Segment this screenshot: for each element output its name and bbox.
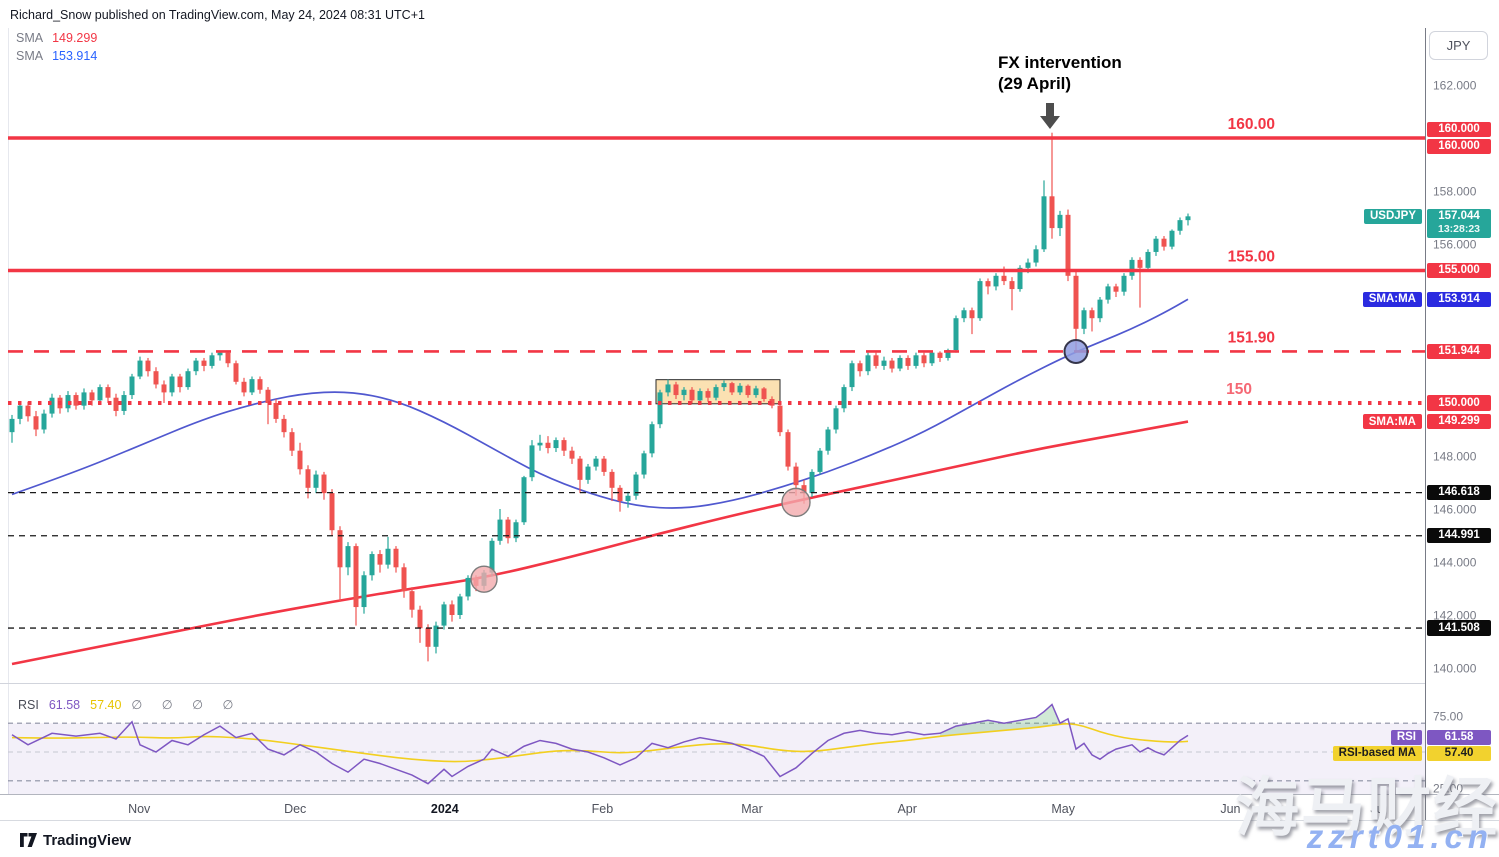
blue-circle-marker[interactable] xyxy=(1063,338,1089,364)
rsi-value: 61.58 xyxy=(48,698,81,712)
sma-legend: SMA 149.299 SMA 153.914 xyxy=(16,30,97,65)
axis-badge-153.914: 153.914 xyxy=(1427,291,1491,308)
tradingview-logo xyxy=(20,833,37,847)
axis-tag-RSI-based MA: RSI-based MA xyxy=(1332,745,1422,762)
axis-badge-144.991: 144.991 xyxy=(1427,527,1491,544)
axis-badge-157.044: 157.044 13:28:23 xyxy=(1427,208,1491,238)
price-label-144.000: 144.000 xyxy=(1433,556,1477,570)
axis-tag-USDJPY: USDJPY xyxy=(1363,208,1422,225)
rsi-ma-line[interactable] xyxy=(11,723,1189,763)
footer: TradingView xyxy=(20,832,131,849)
currency-label: JPY xyxy=(1446,38,1471,53)
sma2-label: SMA xyxy=(16,48,44,63)
axis-tag-SMA:MA: SMA:MA xyxy=(1362,291,1422,308)
axis-tag-RSI: RSI xyxy=(1390,729,1422,746)
level-lines[interactable]: 160.00 155.00 151.90 150 xyxy=(8,116,1425,629)
time-label-Dec: Dec xyxy=(284,802,306,816)
axis-badge-149.299: 149.299 xyxy=(1427,413,1491,430)
sma2-value: 153.914 xyxy=(52,48,98,63)
rsi-overbought-fill xyxy=(940,704,1060,737)
annotation-line-1: FX intervention xyxy=(998,53,1122,72)
sma-legend-row-2[interactable]: SMA 153.914 xyxy=(16,48,97,66)
annotation-arrow-icon xyxy=(1040,103,1060,129)
time-label-Jun: Jun xyxy=(1220,802,1240,816)
axis-badge-150.000: 150.000 xyxy=(1427,395,1491,411)
rsi-axis-label-75.00: 75.00 xyxy=(1433,710,1463,724)
price-label-146.000: 146.000 xyxy=(1433,503,1477,517)
rsi-legend[interactable]: RSI 61.58 57.40 ∅ ∅ ∅ ∅ xyxy=(18,697,251,712)
time-label-Apr: Apr xyxy=(897,802,916,816)
price-label-148.000: 148.000 xyxy=(1433,450,1477,464)
sma1-label: SMA xyxy=(16,31,44,45)
price-label-158.000: 158.000 xyxy=(1433,185,1477,199)
level-label-160.00: 160.00 xyxy=(1228,116,1275,133)
axis-badge-155.000: 155.000 xyxy=(1427,262,1491,279)
sma-slow-red-line[interactable] xyxy=(11,420,1189,666)
annotation-line-2: (29 April) xyxy=(998,74,1072,93)
axis-tag-SMA:MA: SMA:MA xyxy=(1362,413,1422,430)
sma-legend-row-1[interactable]: SMA 149.299 xyxy=(16,30,97,48)
time-axis[interactable]: Nov Dec 2024 Feb Mar Apr May Jun Jul xyxy=(128,802,1386,816)
level-label-151.90: 151.90 xyxy=(1228,329,1275,346)
rsi-band xyxy=(8,723,1425,794)
axis-badge-160.000: 160.000 xyxy=(1427,121,1491,138)
rsi-empty-slots: ∅ ∅ ∅ ∅ xyxy=(131,698,242,712)
time-label-Mar: Mar xyxy=(741,802,763,816)
pink-circle-marker[interactable] xyxy=(470,565,498,593)
level-label-155.00: 155.00 xyxy=(1228,249,1275,266)
pink-circle-marker[interactable] xyxy=(781,487,811,518)
sma1-value: 149.299 xyxy=(52,31,98,45)
footer-brand: TradingView xyxy=(43,832,132,849)
rsi-label: RSI xyxy=(18,698,39,712)
price-label-156.000: 156.000 xyxy=(1433,238,1477,252)
axis-badge-57.40: 57.40 xyxy=(1427,745,1491,762)
time-label-2024: 2024 xyxy=(431,802,459,816)
time-label-Feb: Feb xyxy=(592,802,614,816)
rsi-line[interactable] xyxy=(11,703,1189,785)
time-label-Jul: Jul xyxy=(1370,802,1386,816)
axis-badge-141.508: 141.508 xyxy=(1427,620,1491,636)
publish-line: Richard_Snow published on TradingView.co… xyxy=(10,8,425,22)
time-label-May: May xyxy=(1051,802,1075,816)
axis-badge-146.618: 146.618 xyxy=(1427,484,1491,501)
currency-button[interactable]: JPY xyxy=(1429,31,1488,60)
price-label-162.000: 162.000 xyxy=(1433,79,1477,93)
axis-badge-151.944: 151.944 xyxy=(1427,343,1491,360)
axis-badge-160.000: 160.000 xyxy=(1427,138,1491,155)
rsi-axis-label-25.00: 25.00 xyxy=(1433,782,1463,796)
sma-fast-blue-line[interactable] xyxy=(11,298,1189,509)
time-label-Nov: Nov xyxy=(128,802,151,816)
annotation-fx-intervention[interactable]: FX intervention (29 April) xyxy=(998,52,1122,94)
rsi-pane[interactable] xyxy=(8,703,1425,794)
level-label-150: 150 xyxy=(1226,381,1252,398)
rsi-ma-value: 57.40 xyxy=(90,698,122,712)
price-label-142.000: 142.000 xyxy=(1433,609,1477,623)
candles-layer[interactable] xyxy=(9,132,1191,662)
axis-badge-61.58: 61.58 xyxy=(1427,729,1491,746)
price-label-140.000: 140.000 xyxy=(1433,662,1477,676)
price-axis[interactable]: 162.000 158.000 156.000 148.000 146.000 144.0… xyxy=(1433,79,1477,796)
chart-frame xyxy=(0,28,1499,821)
markers-layer[interactable] xyxy=(470,338,1089,593)
